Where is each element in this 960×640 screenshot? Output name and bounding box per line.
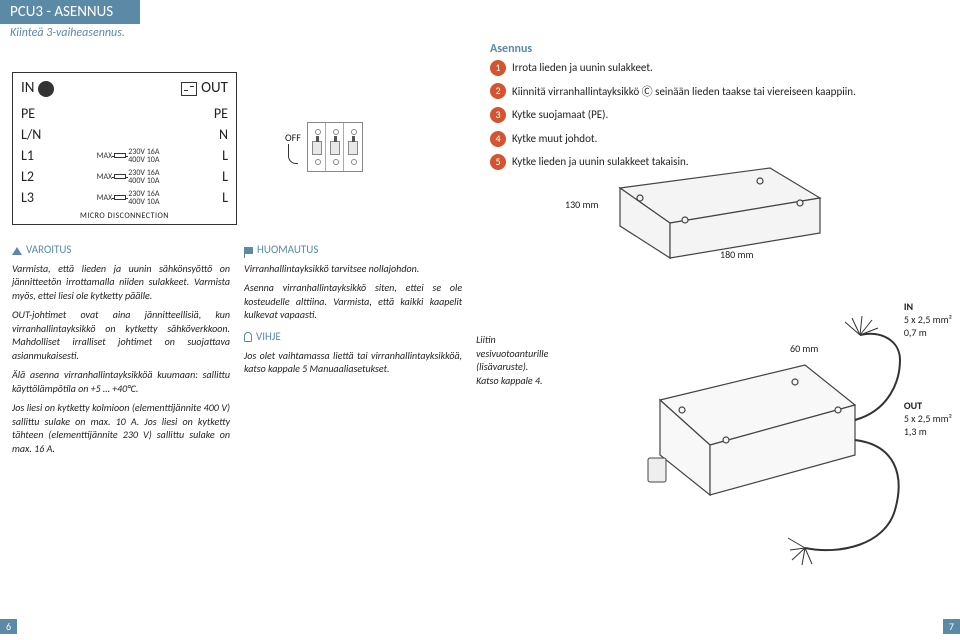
row-pe-l: PE [21,105,35,122]
wiring-column: IN OUT PE PE L/N N L1 MAX 230V 16A400V 10A… [0,42,480,225]
page-number-left: 6 [0,619,17,634]
step-num-icon: 4 [490,131,506,147]
warning-p2: OUT-johtimet ovat aina jännitteellisiä, … [12,308,230,362]
row-l1-r: L [222,147,228,164]
in-dot-icon [38,81,54,97]
page-number-right: 7 [943,619,960,634]
out-wave-icon [181,82,197,96]
warning-p3: Älä asenna virranhallintayksikköä kuumaa… [12,368,230,395]
page-subtitle: Kiinteä 3-vaiheasennus. [0,24,960,42]
page-title-bar: PCU3 - ASENNUS [0,0,140,24]
step-num-icon: 3 [490,107,506,123]
bulb-icon [244,332,252,342]
note-p1: Virranhallintayksikkö tarvitsee nollajoh… [244,262,462,276]
assembly-heading: Asennus [490,42,950,56]
cable-in-head: IN [904,300,913,313]
step-num-icon: 5 [490,154,506,170]
row-l1-l: L1 [21,147,34,164]
warning-p1: Varmista, että lieden ja uunin sähkönsyö… [12,262,230,303]
note-column: HUOMAUTUS Virranhallintayksikkö tarvitse… [244,243,462,461]
step-num-icon: 2 [490,83,506,99]
fuse-icon [114,174,126,179]
row-l2-l: L2 [21,168,34,185]
breaker-block [307,122,363,172]
row-ln-r: N [219,126,228,143]
dim-depth: 60 mm [790,342,818,355]
warning-column: VAROITUS Varmista, että lieden ja uunin … [12,243,230,461]
step-1: 1Irrota lieden ja uunin sulakkeet. [490,56,950,80]
fuse-icon [114,195,126,200]
junction-box-cables: 60 mm [630,310,910,575]
out-label: OUT [201,79,228,97]
note-heading: HUOMAUTUS [244,243,462,258]
warning-heading: VAROITUS [12,243,230,258]
connector-column: Liitin vesivuotoanturille (lisävaruste).… [476,243,650,461]
row-l1-mid: MAX 230V 16A400V 10A [97,147,160,164]
tip-p1: Jos olet vaihtamassa liettä tai virranha… [244,349,462,376]
warning-p4: Jos liesi on kytketty kolmioon (elementt… [12,401,230,455]
wiring-panel: IN OUT PE PE L/N N L1 MAX 230V 16A400V 10A… [12,72,237,225]
dim-width: 180 mm [720,248,753,261]
cable-out-len: 1,3 m [904,425,927,438]
step-3: 3Kytke suojamaat (PE). [490,103,950,127]
row-l2-mid: MAX 230V 16A400V 10A [97,168,160,185]
cable-in-len: 0,7 m [904,326,927,339]
off-label: OFF [285,131,301,144]
note-p2: Asenna virranhallintayksikkö siten, ette… [244,281,462,322]
circuit-breaker: OFF [285,122,363,172]
in-label: IN [21,79,34,97]
row-l3-r: L [222,189,228,206]
cable-out-spec: 5 x 2,5 mm² [904,412,952,425]
row-l3-l: L3 [21,189,34,206]
junction-box-top: 130 mm 180 mm [600,148,840,273]
fuse-icon [114,153,126,158]
flag-icon [244,247,253,254]
step-4: 4Kytke muut johdot. [490,127,950,151]
off-switch-icon [288,144,298,164]
connector-text: Liitin vesivuotoanturille (lisävaruste).… [476,333,650,387]
cable-out-head: OUT [904,399,922,412]
micro-disconnection: MICRO DISCONNECTION [13,208,236,224]
cable-labels: IN 5 x 2,5 mm² 0,7 m OUT 5 x 2,5 mm² 1,3… [904,300,952,438]
cable-in-spec: 5 x 2,5 mm² [904,313,952,326]
row-l3-mid: MAX 230V 16A400V 10A [97,189,160,206]
row-l2-r: L [222,168,228,185]
tip-heading: VIHJE [244,330,462,345]
row-pe-r: PE [214,105,228,122]
warning-icon [12,247,22,255]
step-2: 2Kiinnitä virranhallintayksikkö Ⓒ seinää… [490,80,950,104]
step-num-icon: 1 [490,60,506,76]
row-ln-l: L/N [21,126,41,143]
dim-height: 130 mm [565,198,598,211]
